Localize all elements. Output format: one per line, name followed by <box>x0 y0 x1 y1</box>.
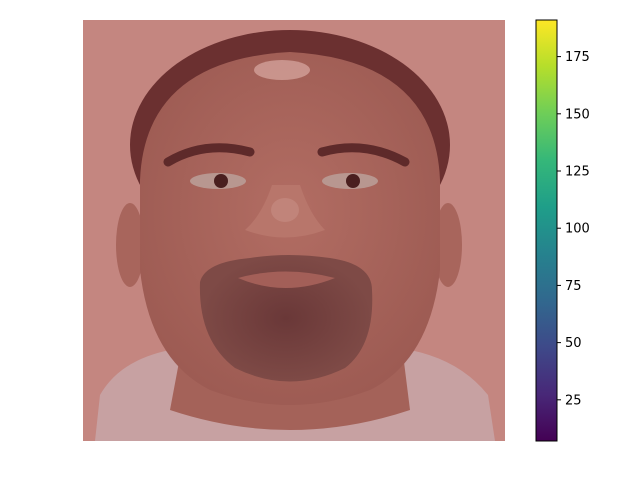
colorbar-gradient <box>536 20 557 441</box>
left-ear <box>116 203 144 287</box>
colorbar-tick-label: 100 <box>565 222 590 237</box>
colorbar-frame <box>535 19 558 442</box>
colorbar: 25 50 75 100 125 150 175 <box>535 19 590 442</box>
colorbar-ticks: 25 50 75 100 125 150 175 <box>557 50 590 408</box>
beard <box>199 255 373 382</box>
colorbar-tick-label: 150 <box>565 107 590 122</box>
heatmap-image <box>83 20 505 441</box>
colorbar-tick-label: 25 <box>565 393 582 408</box>
colorbar-tick-label: 125 <box>565 165 590 180</box>
lips <box>238 271 335 288</box>
colorbar-tick-label: 75 <box>565 279 582 294</box>
colorbar-tick-label: 175 <box>565 50 590 65</box>
left-pupil <box>214 174 228 188</box>
right-ear <box>434 203 462 287</box>
colorbar-tick-label: 50 <box>565 336 582 351</box>
right-pupil <box>346 174 360 188</box>
right-eyebrow <box>317 143 410 167</box>
forehead-highlight <box>254 60 310 80</box>
nose-tip-highlight <box>271 198 299 222</box>
left-eyebrow <box>163 143 255 167</box>
